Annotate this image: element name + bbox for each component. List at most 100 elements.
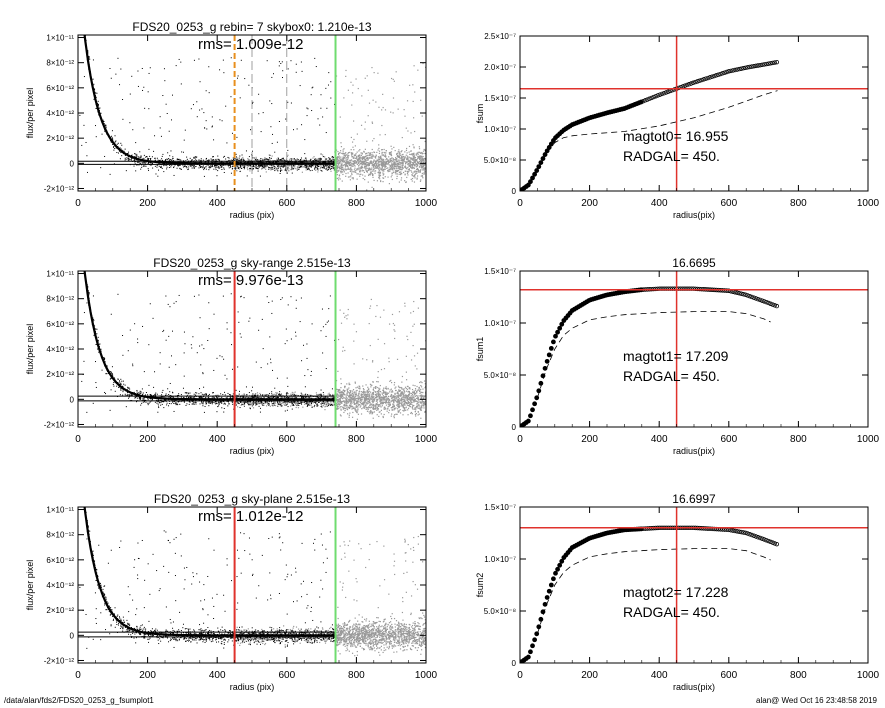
scatter-point (415, 409, 417, 411)
scatter-point (252, 166, 254, 168)
scatter-point (369, 395, 371, 397)
y-tick-label: 1.5×10⁻⁷ (484, 94, 516, 103)
scatter-point (293, 165, 295, 167)
scatter-point (410, 395, 412, 397)
scatter-point (236, 157, 239, 159)
scatter-point (391, 162, 393, 164)
scatter-point (416, 352, 419, 354)
scatter-point (368, 399, 370, 401)
scatter-point (409, 165, 411, 167)
scatter-point (377, 376, 379, 379)
scatter-point (379, 166, 381, 169)
scatter-point (92, 59, 94, 61)
scatter-point (93, 83, 95, 85)
scatter-point (369, 174, 371, 176)
fsum-dashed-curve (537, 90, 778, 170)
scatter-point (357, 155, 359, 157)
scatter-point (152, 167, 154, 169)
scatter-point (270, 164, 272, 166)
scatter-point (391, 409, 393, 411)
scatter-point (385, 161, 388, 164)
scatter-point (413, 400, 415, 402)
scatter-point (111, 130, 113, 132)
scatter-point (113, 146, 115, 148)
scatter-point (84, 26, 85, 27)
scatter-point (376, 409, 378, 411)
scatter-point (422, 150, 425, 152)
scatter-point (366, 392, 369, 394)
scatter-point (398, 311, 401, 313)
scatter-point (256, 167, 258, 169)
scatter-point (391, 172, 393, 175)
scatter-point (372, 154, 374, 156)
scatter-point (296, 128, 298, 130)
fsum-point (755, 63, 761, 68)
scatter-point (331, 157, 333, 159)
scatter-point (371, 170, 373, 172)
scatter-point (148, 72, 150, 74)
scatter-point (351, 156, 353, 158)
scatter-point (317, 159, 319, 162)
scatter-point (398, 152, 400, 154)
scatter-point (337, 394, 339, 396)
scatter-point (316, 166, 318, 168)
scatter-point (353, 154, 355, 156)
scatter-point (346, 168, 348, 170)
scatter-point (300, 165, 302, 167)
scatter-point (347, 314, 349, 316)
scatter-point (338, 404, 341, 406)
scatter-point (339, 150, 342, 152)
scatter-point (423, 404, 425, 406)
scatter-point (356, 157, 358, 159)
scatter-point (315, 166, 317, 168)
scatter-point (384, 408, 386, 410)
scatter-point (204, 167, 206, 169)
scatter-point (371, 148, 373, 151)
scatter-point (389, 165, 392, 167)
scatter-point (336, 174, 338, 176)
scatter-point (295, 159, 297, 161)
scatter-point (340, 415, 342, 417)
scatter-point (388, 161, 390, 164)
scatter-point (393, 414, 396, 416)
scatter-point (307, 108, 309, 110)
scatter-point (171, 164, 173, 166)
scatter-point (215, 169, 217, 171)
scatter-point (369, 307, 371, 310)
scatter-point (369, 412, 371, 414)
scatter-point (394, 393, 396, 395)
fsum-point (760, 62, 765, 67)
scatter-point (201, 166, 203, 168)
scatter-point (363, 390, 365, 392)
scatter-point (378, 175, 380, 177)
scatter-point (424, 168, 426, 170)
scatter-point (128, 151, 130, 153)
scatter-point (294, 167, 296, 169)
scatter-point (395, 71, 397, 73)
scatter-point (364, 179, 366, 181)
scatter-point (231, 165, 233, 167)
scatter-point (277, 165, 279, 167)
scatter-point (356, 161, 358, 163)
scatter-point (401, 381, 403, 383)
scatter-point (156, 166, 158, 168)
scatter-point (148, 108, 150, 110)
scatter-point (400, 154, 402, 156)
scatter-point (383, 387, 385, 389)
scatter-point (356, 133, 358, 135)
scatter-point (161, 158, 163, 160)
scatter-point (405, 402, 407, 405)
scatter-point (247, 158, 249, 160)
scatter-point (83, 20, 84, 21)
scatter-point (373, 404, 375, 406)
scatter-point (363, 171, 365, 174)
scatter-point (365, 391, 367, 393)
scatter-point (422, 165, 424, 168)
scatter-point (116, 143, 118, 145)
scatter-point (168, 158, 170, 160)
scatter-point (258, 166, 260, 168)
scatter-point (278, 166, 280, 168)
scatter-point (361, 170, 363, 172)
scatter-point (271, 142, 273, 144)
scatter-point (361, 95, 363, 97)
